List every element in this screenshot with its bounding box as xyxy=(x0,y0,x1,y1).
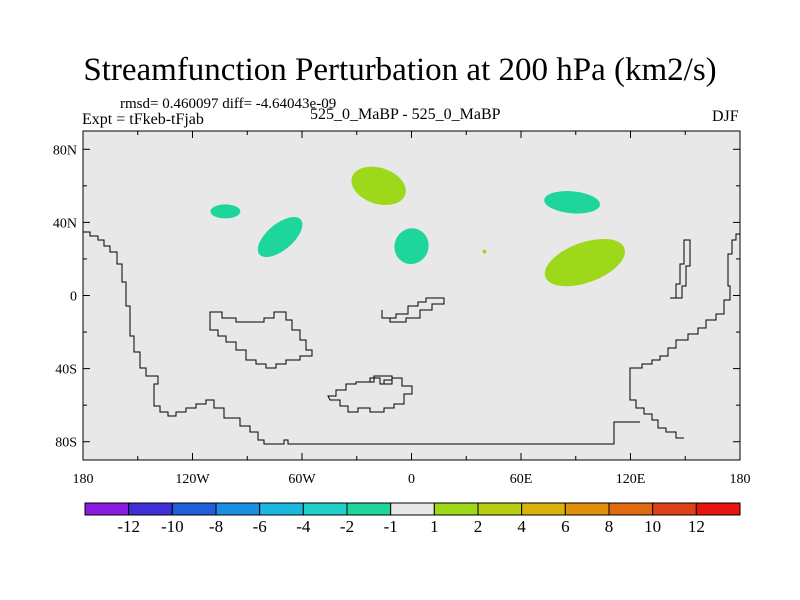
colorbar-swatch xyxy=(302,502,348,516)
colorbar-swatch xyxy=(564,502,610,516)
colorbar-label: 6 xyxy=(561,517,570,536)
lat-label: 80S xyxy=(55,436,77,451)
pos-blob-north-atlantic xyxy=(351,166,406,206)
colorbar-swatch xyxy=(608,502,654,516)
longitude-labels: 180 120W 60W 0 60E 120E 180 xyxy=(73,472,751,487)
colorbar-label: -4 xyxy=(296,517,311,536)
cases-label: 525_0_MaBP - 525_0_MaBP xyxy=(310,106,501,123)
coastline-outlines xyxy=(83,231,740,445)
lat-label: 40S xyxy=(55,363,77,378)
coastline-africa-eurasia xyxy=(629,233,740,439)
colorbar-swatch xyxy=(215,502,261,516)
colorbar-swatch xyxy=(695,502,741,516)
latitude-labels: 80N 40N 0 40S 80S xyxy=(53,143,77,450)
lon-label: 0 xyxy=(408,472,415,487)
experiment-label: Expt = tFkeb-tFjab xyxy=(82,111,204,128)
colorbar-label: -2 xyxy=(340,517,354,536)
colorbar-swatch xyxy=(346,502,392,516)
lat-label: 80N xyxy=(53,143,77,158)
coastline-southern xyxy=(327,377,413,413)
colorbar-swatch xyxy=(477,502,523,516)
lon-label: 120E xyxy=(616,472,646,487)
pos-dot-arabia xyxy=(482,249,487,254)
colorbar-swatch xyxy=(433,502,479,516)
colorbar-swatch xyxy=(128,502,173,516)
coastline-maritime xyxy=(381,297,445,323)
coastline-americas xyxy=(83,231,640,445)
colorbar-label: 8 xyxy=(605,517,614,536)
coastline-small-island xyxy=(364,375,393,384)
colorbar-label: -12 xyxy=(117,517,140,536)
colorbar-label: 1 xyxy=(430,517,439,536)
coastline-australia xyxy=(209,311,313,369)
lon-label: 60E xyxy=(510,472,533,487)
colorbar-swatch xyxy=(84,502,130,516)
colorbar-label: -8 xyxy=(209,517,223,536)
rmsd-diff-label: rmsd= 0.460097 diff= -4.64043e-09 xyxy=(120,96,337,112)
colorbar-swatch xyxy=(652,502,697,516)
neg-blob-siberia xyxy=(544,191,601,214)
lat-label: 0 xyxy=(70,290,77,305)
colorbar-swatch xyxy=(171,502,217,516)
pos-blob-south-asia xyxy=(544,238,625,287)
colorbar-swatch xyxy=(521,502,566,516)
lon-label: 180 xyxy=(73,472,94,487)
colorbar-labels: -12 -10 -8 -6 -4 -2 -1 1 2 4 6 8 10 12 xyxy=(117,517,705,536)
colorbar-label: 2 xyxy=(474,517,483,536)
colorbar-swatch xyxy=(390,502,435,516)
neg-blob-north-pacific xyxy=(210,204,241,219)
colorbar-label: -6 xyxy=(253,517,267,536)
plot-title: Streamfunction Perturbation at 200 hPa (… xyxy=(83,52,717,88)
colorbar-swatch xyxy=(259,502,304,516)
neg-blob-west-africa xyxy=(394,228,429,265)
colorbar xyxy=(84,502,741,516)
season-label: DJF xyxy=(712,108,739,125)
map-panel: 80N 40N 0 40S 80S 180 120W 60W 0 60E 120E 180 xyxy=(53,130,751,487)
contour-blobs xyxy=(210,166,625,287)
colorbar-label: 12 xyxy=(688,517,705,536)
coastline-asia-east xyxy=(670,239,691,299)
map-background xyxy=(83,131,740,460)
neg-blob-north-america xyxy=(257,217,303,258)
lon-label: 120W xyxy=(175,472,210,487)
axis-ticks xyxy=(82,131,741,460)
lon-label: 60W xyxy=(288,472,316,487)
lat-label: 40N xyxy=(53,216,77,231)
lon-label: 180 xyxy=(730,472,751,487)
colorbar-label: -1 xyxy=(384,517,398,536)
colorbar-label: -10 xyxy=(161,517,184,536)
colorbar-label: 10 xyxy=(644,517,661,536)
colorbar-label: 4 xyxy=(517,517,526,536)
